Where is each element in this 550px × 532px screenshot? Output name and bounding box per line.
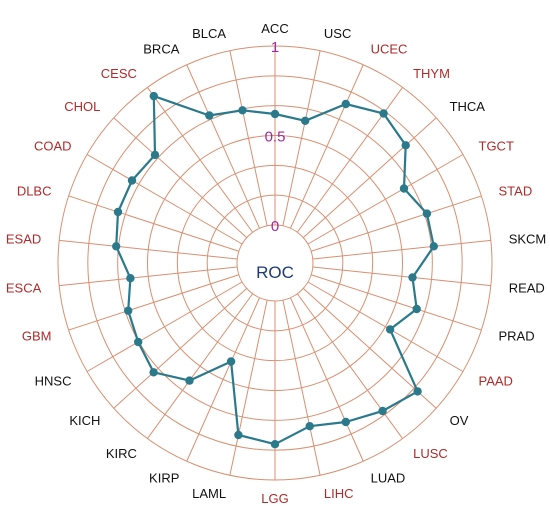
category-label: UCEC <box>371 41 408 56</box>
category-label: COAD <box>34 139 72 154</box>
category-label: DLBC <box>17 183 52 198</box>
grid-spoke <box>147 293 254 439</box>
category-label: BRCA <box>143 41 179 56</box>
data-point <box>124 306 133 315</box>
center-label: ROC <box>256 263 294 282</box>
data-point <box>385 325 395 334</box>
radar-series <box>112 91 438 449</box>
grid-spoke <box>186 297 261 462</box>
grid-spoke <box>68 195 240 252</box>
category-label: ESAD <box>6 231 41 246</box>
data-point <box>270 440 280 449</box>
grid-spoke <box>296 87 403 233</box>
grid-spoke <box>86 154 243 245</box>
radial-tick-label: 1 <box>271 39 279 56</box>
category-labels: ACC USC UCEC THYM THCA TGCT STAD SKCM READ PRAD PA… <box>6 21 546 506</box>
radial-ticks: 00.51 <box>265 39 286 235</box>
data-point <box>234 430 243 440</box>
data-point <box>149 91 158 101</box>
category-label: ACC <box>261 21 288 36</box>
grid-spoke <box>113 117 248 238</box>
grid-spoke <box>310 195 482 252</box>
data-point <box>301 116 310 126</box>
data-point <box>270 109 280 119</box>
radar-grid <box>57 45 493 481</box>
data-point <box>408 273 417 282</box>
category-label: USC <box>324 26 351 41</box>
data-point <box>150 150 160 160</box>
radial-tick-label: 0 <box>271 218 279 235</box>
grid-spoke <box>312 266 491 287</box>
category-label: OV <box>450 413 469 428</box>
data-point <box>379 109 388 118</box>
category-label: KIRC <box>106 446 137 461</box>
grid-spoke <box>310 274 482 331</box>
category-label: BLCA <box>192 26 226 41</box>
grid-spoke <box>312 239 491 260</box>
category-label: GBM <box>22 329 52 344</box>
category-label: LIHC <box>324 486 354 501</box>
data-point <box>127 176 137 185</box>
grid-spoke <box>229 300 268 476</box>
category-label: HNSC <box>35 374 72 389</box>
data-point <box>112 242 121 251</box>
category-label: KIRP <box>149 471 179 486</box>
category-label: THYM <box>413 66 450 81</box>
data-point <box>113 207 123 217</box>
grid-spoke <box>289 64 364 229</box>
data-point <box>401 141 410 150</box>
data-point <box>305 422 314 431</box>
data-point <box>341 417 350 427</box>
data-point <box>412 304 421 314</box>
grid-spoke <box>296 293 403 439</box>
category-label: LUSC <box>413 446 448 461</box>
grid-spoke <box>289 297 364 462</box>
grid-spoke <box>307 154 464 245</box>
data-point <box>226 357 236 366</box>
category-label: THCA <box>450 99 486 114</box>
grid-spoke <box>59 239 238 260</box>
data-point <box>238 106 247 115</box>
category-label: KICH <box>69 413 100 428</box>
grid-spoke <box>86 281 243 372</box>
grid-spoke <box>282 50 321 226</box>
grid-spoke <box>282 300 321 476</box>
radial-tick-label: 0.5 <box>265 129 286 146</box>
data-point <box>341 99 350 109</box>
grid-spoke <box>59 266 238 287</box>
data-point <box>422 209 432 218</box>
category-label: STAD <box>499 183 533 198</box>
grid-spoke <box>113 288 248 409</box>
grid-spoke <box>186 64 261 229</box>
data-point <box>134 337 143 347</box>
category-label: TGCT <box>479 139 514 154</box>
category-label: LGG <box>261 491 288 506</box>
data-point <box>149 368 158 377</box>
category-label: SKCM <box>509 231 547 246</box>
category-label: LAML <box>192 486 226 501</box>
category-label: CESC <box>101 66 137 81</box>
category-label: PAAD <box>479 374 513 389</box>
grid-spoke <box>147 87 254 233</box>
data-point <box>126 274 135 283</box>
data-point <box>413 387 422 396</box>
category-label: ESCA <box>6 281 42 296</box>
data-point <box>399 184 409 193</box>
data-point <box>378 406 387 416</box>
category-label: PRAD <box>499 329 535 344</box>
data-point <box>185 376 194 385</box>
category-label: LUAD <box>371 471 406 486</box>
grid-spoke <box>302 117 437 238</box>
data-point <box>205 111 214 120</box>
grid-spoke <box>307 281 464 372</box>
grid-spoke <box>302 288 437 409</box>
category-label: READ <box>509 281 545 296</box>
grid-spoke <box>229 50 268 226</box>
category-label: CHOL <box>64 99 100 114</box>
grid-spoke <box>68 274 240 331</box>
data-point <box>429 242 438 251</box>
